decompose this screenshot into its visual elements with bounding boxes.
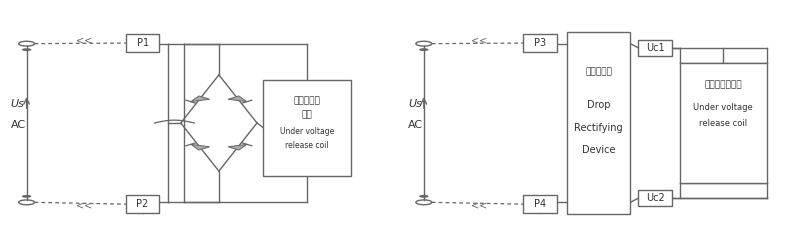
Text: P4: P4 — [534, 199, 546, 209]
Text: Rectifying: Rectifying — [574, 123, 623, 134]
Text: AC: AC — [408, 120, 423, 130]
Text: 欠压脱扣器: 欠压脱扣器 — [294, 96, 321, 105]
Text: Us: Us — [10, 99, 25, 109]
Text: P2: P2 — [137, 199, 149, 209]
FancyBboxPatch shape — [126, 195, 159, 213]
Polygon shape — [228, 144, 247, 150]
Polygon shape — [228, 96, 247, 102]
Polygon shape — [191, 96, 210, 102]
Text: P3: P3 — [534, 38, 546, 48]
Circle shape — [22, 195, 31, 198]
Text: Drop: Drop — [587, 100, 610, 110]
Text: P1: P1 — [137, 38, 149, 48]
Text: 线圈: 线圈 — [302, 111, 313, 120]
FancyBboxPatch shape — [680, 63, 767, 183]
Circle shape — [419, 195, 429, 198]
Text: 欠压脱扣器线圈: 欠压脱扣器线圈 — [705, 80, 742, 89]
Text: release coil: release coil — [699, 119, 747, 127]
FancyBboxPatch shape — [523, 34, 557, 52]
FancyBboxPatch shape — [126, 34, 159, 52]
FancyBboxPatch shape — [567, 32, 630, 214]
Text: Uc2: Uc2 — [646, 193, 664, 203]
FancyBboxPatch shape — [638, 40, 672, 56]
FancyBboxPatch shape — [263, 80, 350, 176]
Text: Under voltage: Under voltage — [280, 127, 334, 136]
Text: 降整流装置: 降整流装置 — [585, 67, 612, 76]
Text: AC: AC — [10, 120, 26, 130]
Text: Device: Device — [582, 145, 615, 155]
Text: Uc1: Uc1 — [646, 43, 664, 53]
Circle shape — [419, 48, 429, 51]
Polygon shape — [191, 144, 210, 150]
Text: <<: << — [77, 35, 93, 45]
Text: Under voltage: Under voltage — [694, 103, 754, 112]
Text: Us: Us — [408, 99, 422, 109]
Text: <<: << — [77, 201, 93, 211]
FancyBboxPatch shape — [523, 195, 557, 213]
FancyBboxPatch shape — [638, 190, 672, 206]
Text: release coil: release coil — [286, 141, 329, 150]
Text: <<: << — [471, 201, 487, 211]
Circle shape — [22, 48, 31, 51]
Text: <<: << — [471, 35, 487, 45]
